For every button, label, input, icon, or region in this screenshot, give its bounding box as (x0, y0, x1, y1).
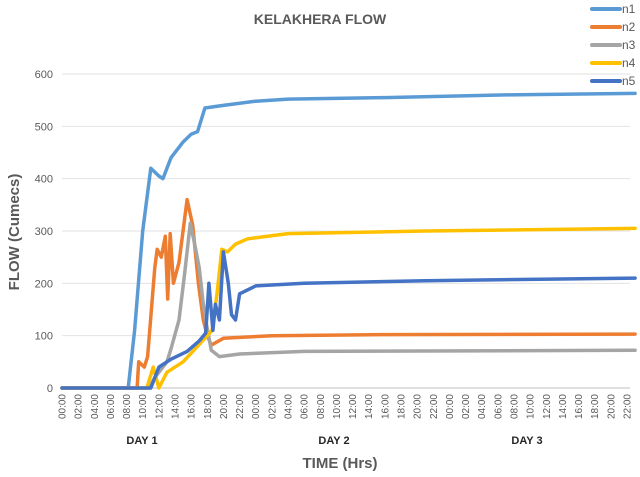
x-tick-label: 18:00 (590, 394, 601, 419)
x-axis-title: TIME (Hrs) (303, 455, 378, 472)
x-tick-label: 20:00 (413, 394, 424, 419)
y-tick-label: 300 (35, 226, 53, 238)
x-tick-label: 16:00 (574, 394, 585, 419)
x-tick-label: 00:00 (58, 394, 69, 419)
x-tick-label: 04:00 (477, 394, 488, 419)
x-tick-label: 16:00 (187, 394, 198, 419)
x-tick-label: 06:00 (106, 394, 117, 419)
y-tick-label: 400 (35, 174, 53, 186)
legend-label-n3: n3 (622, 38, 636, 52)
x-tick-label: 12:00 (154, 394, 165, 419)
legend-label-n4: n4 (622, 56, 636, 70)
x-tick-label: 22:00 (429, 394, 440, 419)
series-line-n3 (60, 221, 637, 390)
series-lines (60, 91, 637, 390)
series-line-n1 (60, 91, 637, 390)
y-axis-ticks: 0 100 200 300 400 500 600 (35, 69, 53, 395)
legend-label-n1: n1 (622, 2, 636, 16)
x-tick-label: 14:00 (364, 394, 375, 419)
x-tick-label: 10:00 (526, 394, 537, 419)
chart-title: KELAKHERA FLOW (254, 11, 387, 27)
legend-label-n5: n5 (622, 74, 636, 88)
x-tick-label: 20:00 (219, 394, 230, 419)
x-tick-label: 14:00 (558, 394, 569, 419)
x-tick-label: 20:00 (606, 394, 617, 419)
x-tick-label: 08:00 (122, 394, 133, 419)
y-tick-label: 600 (35, 69, 53, 81)
x-tick-label: 08:00 (316, 394, 327, 419)
x-tick-label: 06:00 (300, 394, 311, 419)
x-tick-label: 18:00 (203, 394, 214, 419)
x-tick-label: 10:00 (138, 394, 149, 419)
y-tick-label: 100 (35, 331, 53, 343)
x-tick-label: 00:00 (445, 394, 456, 419)
x-tick-label: 04:00 (284, 394, 295, 419)
x-tick-label: 18:00 (397, 394, 408, 419)
day-label: DAY 1 (126, 435, 157, 447)
x-tick-label: 04:00 (90, 394, 101, 419)
x-tick-label: 10:00 (332, 394, 343, 419)
y-tick-label: 200 (35, 278, 53, 290)
x-tick-label: 02:00 (74, 394, 85, 419)
x-axis-ticks: 00:00 02:00 04:00 06:00 08:00 10:00 12:00 14:00… (58, 394, 634, 419)
x-tick-label: 08:00 (510, 394, 521, 419)
y-tick-label: 500 (35, 121, 53, 133)
legend: n1 n2 n3 n4 n5 (590, 2, 636, 88)
series-line-n4 (60, 226, 637, 390)
y-tick-label: 0 (47, 383, 53, 395)
day-label: DAY 3 (511, 435, 542, 447)
x-tick-label: 22:00 (623, 394, 634, 419)
day-label: DAY 2 (318, 435, 349, 447)
x-tick-label: 16:00 (380, 394, 391, 419)
x-tick-label: 02:00 (461, 394, 472, 419)
series-line-n5 (60, 250, 637, 390)
x-tick-label: 02:00 (267, 394, 278, 419)
x-tick-label: 14:00 (171, 394, 182, 419)
y-axis-title: FLOW (Cumecs) (6, 174, 23, 291)
x-tick-label: 12:00 (542, 394, 553, 419)
day-labels: DAY 1 DAY 2 DAY 3 (126, 435, 542, 447)
x-tick-label: 12:00 (348, 394, 359, 419)
series-line-n2 (60, 197, 637, 390)
x-tick-label: 22:00 (235, 394, 246, 419)
x-tick-label: 00:00 (251, 394, 262, 419)
x-tick-label: 06:00 (493, 394, 504, 419)
legend-label-n2: n2 (622, 20, 636, 34)
